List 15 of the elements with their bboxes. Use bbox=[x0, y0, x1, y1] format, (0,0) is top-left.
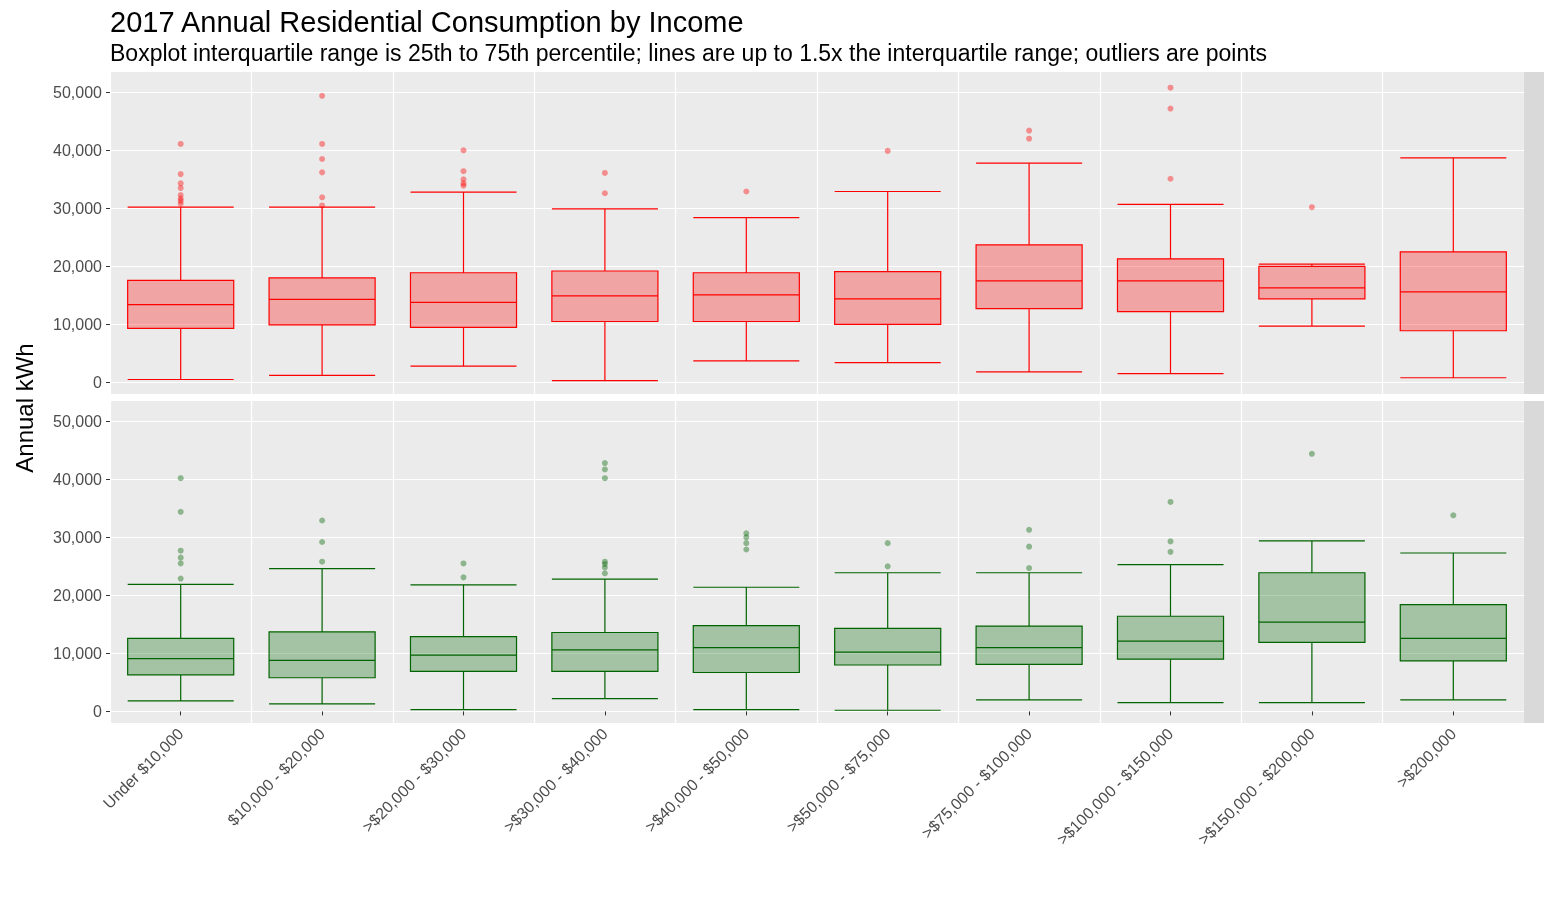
y-tick-label: 10,000 bbox=[53, 315, 103, 333]
chart-subtitle: Boxplot interquartile range is 25th to 75th percentile; lines are up to 1.5x the interquartile range; outliers are points bbox=[110, 40, 1268, 67]
y-tick-label: 30,000 bbox=[53, 528, 103, 546]
y-tick-label: 20,000 bbox=[53, 586, 103, 604]
y-tick-label: 10,000 bbox=[53, 644, 103, 662]
y-tick-label: 40,000 bbox=[53, 141, 103, 159]
y-tick-label: 20,000 bbox=[53, 257, 103, 275]
chart-title: 2017 Annual Residential Consumption by Income bbox=[110, 6, 744, 39]
y-tick-label: 30,000 bbox=[53, 199, 103, 217]
y-tick-label: 0 bbox=[93, 702, 103, 720]
y-tick-label: 50,000 bbox=[53, 83, 103, 101]
y-tick-label: 0 bbox=[93, 373, 103, 391]
y-tick-label: 40,000 bbox=[53, 470, 103, 488]
y-axis-title: Annual kWh bbox=[11, 343, 39, 473]
y-tick-label: 50,000 bbox=[53, 412, 103, 430]
